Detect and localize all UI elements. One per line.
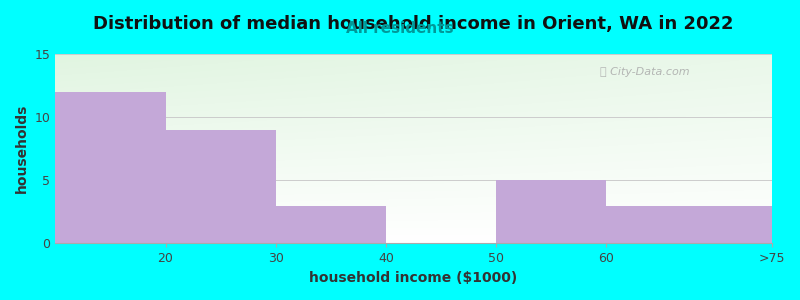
X-axis label: household income ($1000): household income ($1000) bbox=[310, 271, 518, 285]
Text: All residents: All residents bbox=[346, 21, 454, 36]
Bar bbox=[276, 206, 386, 243]
Bar bbox=[55, 92, 166, 243]
Text: ⓘ City-Data.com: ⓘ City-Data.com bbox=[600, 67, 690, 77]
Title: Distribution of median household income in Orient, WA in 2022: Distribution of median household income … bbox=[94, 15, 734, 33]
Bar bbox=[166, 130, 276, 243]
Y-axis label: households: households bbox=[15, 104, 29, 194]
Bar bbox=[496, 180, 606, 243]
Bar bbox=[606, 206, 772, 243]
